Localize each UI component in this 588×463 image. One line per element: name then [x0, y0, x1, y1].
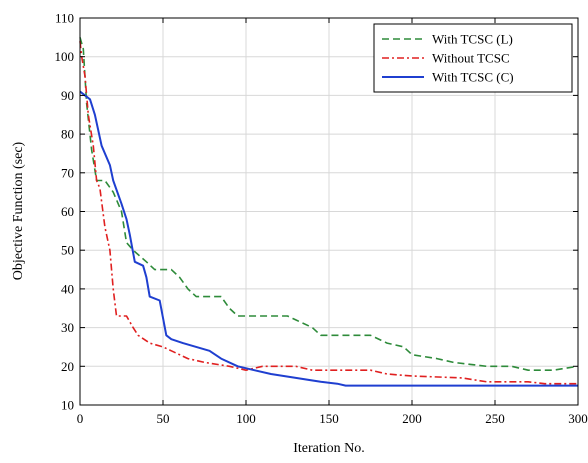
x-tick-label: 300	[568, 411, 588, 426]
grid-lines	[80, 18, 578, 405]
x-tick-label: 250	[485, 411, 505, 426]
y-tick-label: 20	[61, 359, 74, 374]
x-tick-label: 150	[319, 411, 339, 426]
axis-ticks: 0 50 100 150 200 250 300 10 20 30 40 50 60 70 80 90 100 1…	[55, 11, 588, 427]
legend-label-1: With TCSC (L)	[432, 32, 513, 47]
series-line-2	[79, 41, 578, 385]
series-line-3	[79, 90, 578, 387]
x-tick-label: 50	[157, 411, 170, 426]
x-axis-label: Iteration No.	[293, 441, 365, 456]
x-tick-label: 200	[402, 411, 422, 426]
y-axis-label: Objective Function (sec)	[11, 141, 26, 280]
y-tick-label: 90	[61, 88, 74, 103]
legend-label-3: With TCSC (C)	[432, 70, 514, 85]
x-tick-label: 0	[77, 411, 84, 426]
y-tick-label: 110	[55, 11, 74, 26]
x-tick-label: 100	[236, 411, 256, 426]
legend: With TCSC (L) Without TCSC With TCSC (C)	[373, 23, 573, 93]
y-tick-label: 40	[61, 281, 74, 296]
y-tick-label: 70	[61, 165, 74, 180]
y-tick-label: 10	[61, 398, 74, 413]
series-line-1	[79, 37, 579, 372]
y-tick-label: 60	[61, 204, 74, 219]
y-tick-label: 30	[61, 320, 74, 335]
y-tick-label: 80	[61, 127, 74, 142]
series-lines	[79, 37, 579, 387]
y-tick-label: 50	[61, 243, 74, 258]
legend-label-2: Without TCSC	[432, 51, 510, 66]
y-tick-label: 100	[55, 49, 75, 64]
